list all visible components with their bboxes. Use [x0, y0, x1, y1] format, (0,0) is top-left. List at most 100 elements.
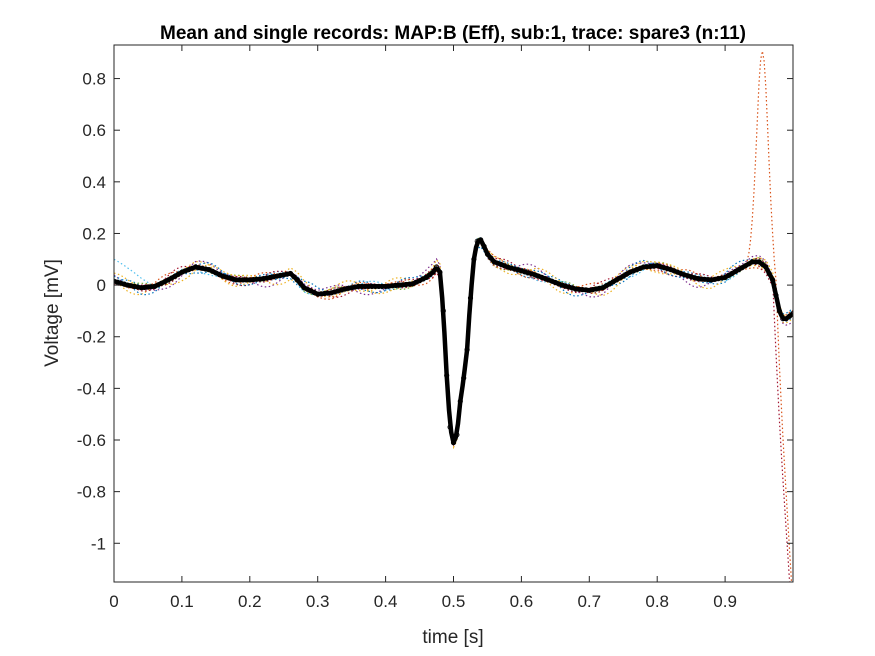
mean-marker	[702, 276, 708, 282]
mean-marker	[128, 283, 134, 289]
mean-marker	[440, 308, 446, 314]
mean-marker	[657, 264, 664, 270]
x-tick-label: 0.3	[306, 592, 330, 611]
mean-marker	[454, 432, 460, 438]
mean-marker	[450, 439, 457, 446]
mean-marker	[389, 283, 395, 289]
mean-marker	[484, 251, 491, 257]
mean-marker	[240, 277, 246, 283]
mean-marker	[688, 274, 694, 280]
mean-marker	[749, 259, 755, 265]
mean-marker	[196, 265, 202, 271]
mean-marker	[274, 273, 280, 279]
mean-marker	[685, 273, 691, 279]
y-tick-label: -0.8	[77, 483, 106, 502]
mean-marker	[508, 265, 514, 271]
x-tick-label: 0.4	[374, 592, 398, 611]
mean-marker	[230, 276, 236, 282]
mean-marker	[478, 237, 484, 243]
mean-marker	[199, 265, 205, 271]
mean-marker	[457, 398, 463, 404]
mean-marker	[247, 277, 253, 283]
mean-marker	[719, 275, 725, 281]
x-tick-label: 0.6	[510, 592, 534, 611]
mean-marker	[257, 276, 263, 282]
x-axis-label: time [s]	[422, 627, 483, 648]
mean-marker	[342, 286, 348, 292]
mean-marker	[386, 283, 392, 289]
mean-marker	[220, 273, 226, 279]
mean-marker	[698, 276, 704, 282]
mean-marker	[189, 265, 195, 271]
mean-marker	[654, 263, 660, 269]
mean-marker	[406, 281, 412, 287]
mean-marker	[335, 288, 341, 294]
mean-marker	[763, 264, 769, 270]
x-tick-label: 0.1	[170, 592, 194, 611]
mean-marker	[552, 279, 559, 286]
mean-marker	[535, 273, 542, 279]
mean-marker	[145, 284, 151, 290]
mean-marker	[518, 268, 525, 274]
mean-marker	[260, 275, 266, 282]
mean-marker	[430, 269, 436, 275]
mean-marker	[403, 281, 409, 288]
mean-marker	[783, 316, 789, 322]
mean-marker	[114, 279, 121, 285]
mean-marker	[345, 285, 351, 291]
mean-marker	[270, 274, 277, 280]
mean-marker	[640, 264, 647, 270]
mean-marker	[298, 281, 304, 287]
mean-marker	[753, 259, 759, 265]
x-tick-label: 0.9	[713, 592, 737, 611]
mean-marker	[769, 277, 776, 283]
mean-marker	[539, 274, 545, 280]
mean-marker	[142, 284, 148, 290]
mean-marker	[376, 283, 382, 289]
mean-marker	[491, 259, 497, 265]
mean-marker	[474, 238, 480, 244]
mean-marker	[328, 290, 334, 296]
mean-marker	[501, 263, 507, 269]
mean-marker	[481, 243, 487, 249]
mean-marker	[148, 284, 154, 290]
mean-marker	[348, 285, 355, 291]
mean-marker	[135, 284, 141, 290]
mean-marker	[264, 275, 270, 281]
y-axis: 0.8 0.6 0.4 0.2 0 -0.2 -0.4 -0.6 -0.8 -1	[77, 70, 793, 553]
mean-marker	[681, 272, 688, 278]
mean-marker	[664, 265, 671, 272]
y-tick-label: -1	[91, 534, 106, 553]
mean-marker	[559, 282, 565, 288]
mean-marker	[121, 281, 127, 287]
mean-marker	[427, 272, 433, 278]
mean-marker	[332, 289, 338, 295]
x-tick-label: 0.7	[577, 592, 601, 611]
single-record-trace	[114, 243, 793, 447]
mean-marker	[464, 346, 470, 353]
mean-marker	[545, 277, 552, 283]
mean-marker	[186, 266, 192, 273]
mean-marker	[576, 286, 582, 292]
mean-marker	[661, 265, 667, 271]
mean-marker	[203, 266, 209, 272]
mean-marker	[542, 275, 548, 282]
mean-marker	[467, 295, 474, 301]
chart-title: Mean and single records: MAP:B (Eff), su…	[160, 23, 746, 44]
mean-marker	[708, 277, 715, 283]
mean-marker	[528, 271, 535, 277]
mean-marker	[338, 287, 345, 293]
mean-marker	[233, 277, 239, 283]
mean-marker	[634, 266, 640, 273]
y-axis-label: Voltage [mV]	[42, 259, 63, 367]
mean-marker	[382, 283, 389, 289]
mean-marker	[118, 280, 124, 286]
mean-marker	[277, 272, 283, 278]
mean-marker	[125, 282, 131, 288]
mean-marker	[505, 264, 511, 270]
mean-marker	[488, 255, 494, 261]
y-tick-label: -0.4	[77, 379, 106, 398]
mean-marker	[393, 282, 399, 288]
mean-marker	[294, 277, 300, 283]
